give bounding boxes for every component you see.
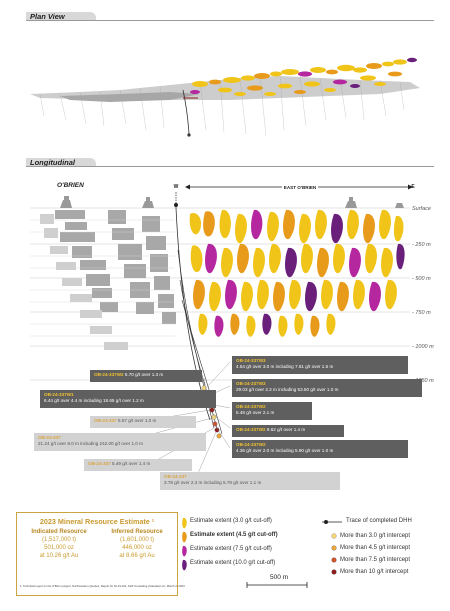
legend-estimate-10g: Estimate extent (10.0 g/t cut-off) xyxy=(190,560,276,566)
intercept-legend-markers xyxy=(331,533,337,575)
west-label: W xyxy=(174,184,179,190)
intercept-hole-id: OB-24-337 xyxy=(38,435,61,440)
footnote: 1. Technical report on the O'Brien proje… xyxy=(20,584,185,588)
intercept-hole-id: OB-24-337W2 xyxy=(236,404,266,409)
intercept-callout-10: OB-24-337 5.49 g/t over 1.4 m xyxy=(84,459,192,471)
intercept-callout-5: OB-24-337W2 5.48 g/t over 2.1 m xyxy=(232,402,312,420)
intercept-text: 6.44 g/t over 4.4 m including 18.65 g/t … xyxy=(44,398,144,403)
legend-intercept-4-5g: More than 4.5 g/t intercept xyxy=(340,545,411,551)
intercept-hole-id: OB-24-337 xyxy=(164,474,187,479)
depth-1000: - 1000 m xyxy=(412,344,434,350)
intercept-text: 4.54 g/t over 3.0 m including 7.61 g/t o… xyxy=(236,364,334,369)
legend-intercept-7-5g: More than 7.5 g/t intercept xyxy=(340,557,411,563)
plan-view-map xyxy=(30,57,420,137)
intercept-hole-id: OB-24-337W1 xyxy=(44,392,74,397)
marker-3g xyxy=(331,533,337,539)
trace-legend-symbol xyxy=(322,520,342,524)
plan-view-title: Plan View xyxy=(30,12,65,21)
intercept-callout-6: OB-24-337 5.57 g/t over 1.0 m xyxy=(90,416,196,428)
depth-500: - 500 m xyxy=(412,276,431,282)
depth-1250: - 1250 m xyxy=(412,378,434,384)
obrien-label: O'BRIEN xyxy=(57,182,84,189)
intercept-text: 4.36 g/t over 2.0 m including 5.90 g/t o… xyxy=(236,448,334,453)
intercept-callout-9: OB-24-337W2 4.36 g/t over 2.0 m includin… xyxy=(232,440,408,458)
inferred-resource-column: Inferred Resource (1,601,000 t) 446,000 … xyxy=(99,528,175,560)
intercept-text: 5.48 g/t over 2.1 m xyxy=(236,410,275,415)
intercept-callout-4: OB-24-337W1 6.44 g/t over 4.4 m includin… xyxy=(40,390,216,408)
intercept-callout-7: OB-24-337W2 9.62 g/t over 1.4 m xyxy=(232,425,344,437)
intercept-callout-1: OB-24-337W3 4.54 g/t over 3.0 m includin… xyxy=(232,356,408,374)
depth-250: - 250 m xyxy=(412,242,431,248)
swatch-3g xyxy=(182,517,187,529)
intercept-text: 5.49 g/t over 1.4 m xyxy=(112,461,151,466)
longitudinal-tab xyxy=(26,158,96,166)
indicated-header: Indicated Resource xyxy=(31,529,87,535)
intercept-text: 29.03 g/t over 2.2 m including 53.50 g/t… xyxy=(236,387,339,392)
depth-surface: Surface xyxy=(412,206,431,212)
swatch-10g xyxy=(182,559,187,571)
intercept-hole-id: OB-24-337 xyxy=(94,418,117,423)
swatch-4-5g xyxy=(182,531,187,543)
intercept-hole-id: OB-24-337W2 xyxy=(94,372,124,377)
intercept-text: 3.78 g/t over 2.3 m including 5.78 g/t o… xyxy=(164,480,262,485)
marker-7-5g xyxy=(331,557,337,563)
intercept-text: 21.24 g/t over 8.0 m including 242.00 g/… xyxy=(38,441,143,446)
intercept-callout-3: OB-24-337W3 29.03 g/t over 2.2 m includi… xyxy=(232,379,422,397)
depth-750: - 750 m xyxy=(412,310,431,316)
intercept-hole-id: OB-24-337W2 xyxy=(236,427,266,432)
intercept-hole-id: OB-24-337W3 xyxy=(236,358,266,363)
longitudinal-title: Longitudinal xyxy=(30,158,75,167)
scalebar xyxy=(246,582,308,588)
inferred-ounces: 446,000 oz xyxy=(122,545,152,551)
legend-intercept-10g: More than 10 g/t intercept xyxy=(340,569,409,575)
indicated-ounces: 501,000 oz xyxy=(44,545,74,551)
marker-4-5g xyxy=(331,545,337,551)
inferred-tonnes: (1,601,000 t) xyxy=(119,537,155,543)
plan-view-tab xyxy=(26,12,96,20)
intercept-hole-id: OB-24-337 xyxy=(88,461,111,466)
intercept-hole-id: OB-24-337W2 xyxy=(236,442,266,447)
longitudinal-divider xyxy=(26,166,434,167)
east-obrien-label: EAST O'BRIEN xyxy=(284,185,317,190)
intercept-text: 6.70 g/t over 1.3 m xyxy=(124,372,164,377)
inferred-header: Inferred Resource xyxy=(111,529,163,535)
intercept-callout-11: OB-24-337 3.78 g/t over 2.3 m including … xyxy=(160,472,340,490)
swatch-7-5g xyxy=(182,545,187,557)
legend-estimate-7-5g: Estimate extent (7.5 g/t cut-off) xyxy=(190,546,272,552)
resource-estimate-box: 2023 Mineral Resource Estimate ¹ Indicat… xyxy=(16,512,178,596)
indicated-tonnes: (1,517,000 t) xyxy=(41,537,77,543)
legend-intercept-3g: More than 3.0 g/t intercept xyxy=(340,533,411,539)
resource-title: 2023 Mineral Resource Estimate ¹ xyxy=(39,517,155,526)
intercept-text: 5.57 g/t over 1.0 m xyxy=(118,418,157,423)
indicated-grade: at 10.26 g/t Au xyxy=(39,553,79,559)
intercept-text: 9.62 g/t over 1.4 m xyxy=(266,427,306,432)
legend-estimate-4-5g: Estimate extent (4.5 g/t cut-off) xyxy=(190,532,278,538)
plan-view-divider xyxy=(26,20,434,21)
intercept-callout-2: OB-24-337W2 6.70 g/t over 1.3 m xyxy=(90,370,202,382)
east-label: E xyxy=(411,184,415,190)
legend-estimate-3g: Estimate extent (3.0 g/t cut-off) xyxy=(190,518,272,524)
estimate-legend-swatches xyxy=(182,517,187,571)
legend-trace: Trace of completed DHH xyxy=(346,518,412,524)
longitudinal-section: O'BRIEN W EAST O'BRIEN E Surface - 250 m… xyxy=(30,182,434,479)
inferred-grade: at 8.66 g/t Au xyxy=(119,553,155,559)
indicated-resource-column: Indicated Resource (1,517,000 t) 501,000… xyxy=(21,528,97,560)
intercept-hole-id: OB-24-337W3 xyxy=(236,381,266,386)
marker-10g xyxy=(331,569,337,575)
intercept-callout-8: OB-24-337 21.24 g/t over 8.0 m including… xyxy=(34,433,206,451)
scalebar-label: 500 m xyxy=(270,574,289,581)
